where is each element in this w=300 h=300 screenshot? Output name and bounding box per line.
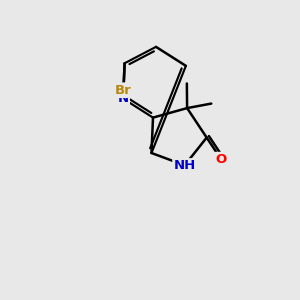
Text: O: O: [216, 153, 227, 166]
Text: Br: Br: [115, 84, 132, 97]
Text: N: N: [118, 92, 129, 105]
Text: NH: NH: [174, 159, 196, 172]
